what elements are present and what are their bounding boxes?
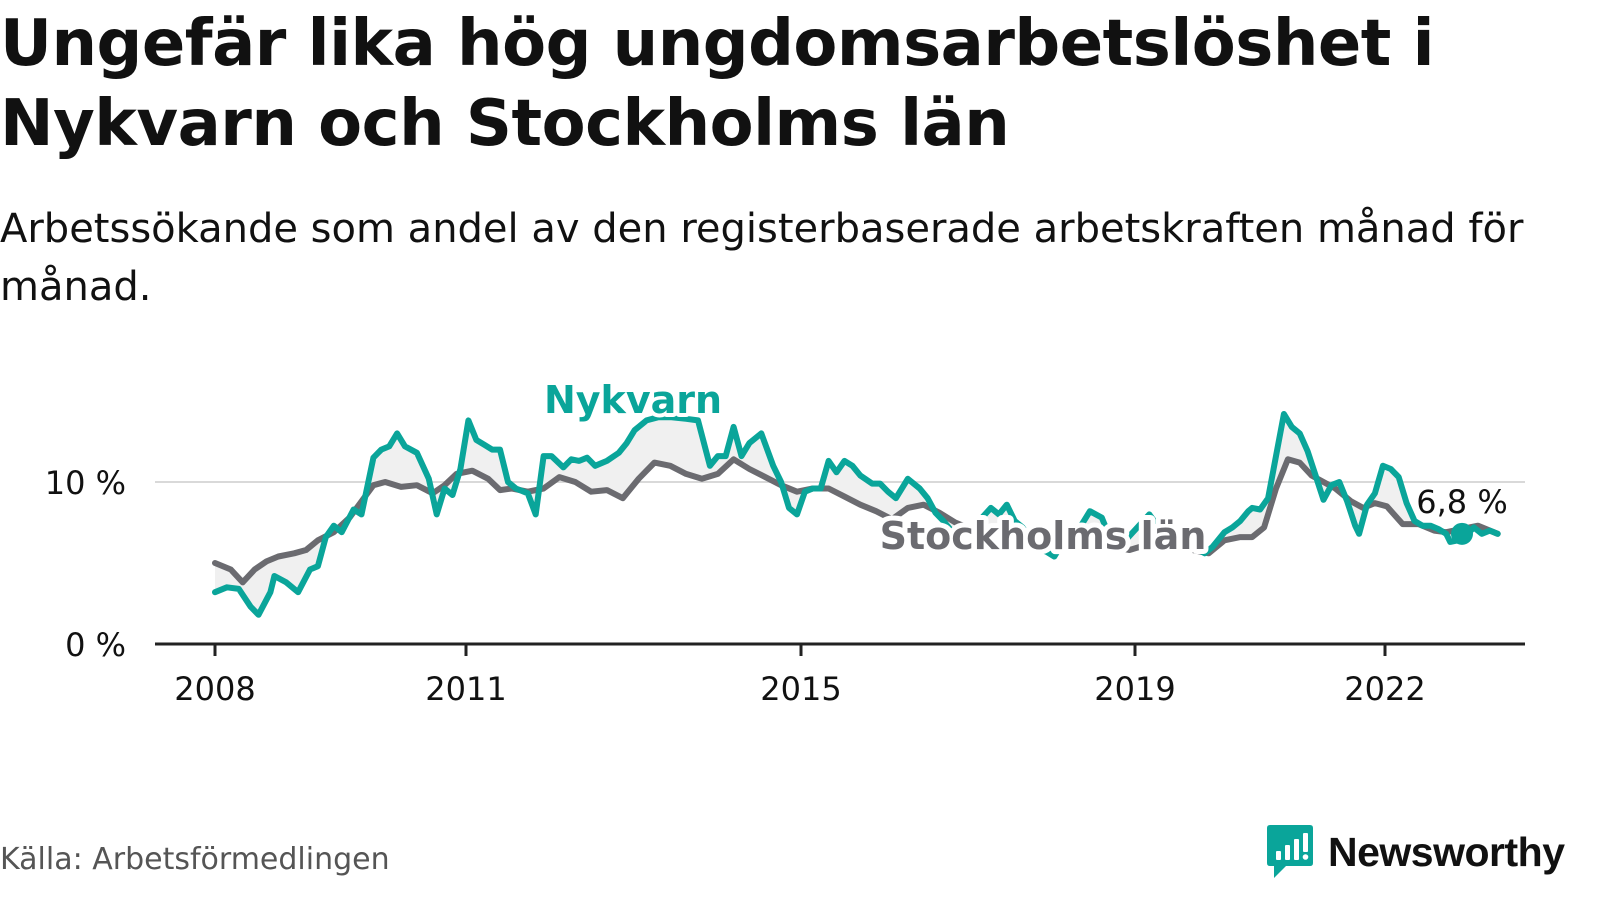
end-point-marker: [1451, 522, 1473, 545]
brand-name: Newsworthy: [1328, 828, 1565, 875]
x-tick-label: 2022: [1344, 670, 1425, 708]
newsworthy-brand[interactable]: Newsworthy: [1266, 822, 1565, 882]
x-tick-label: 2008: [174, 670, 255, 708]
newsworthy-logo-icon: [1267, 825, 1313, 878]
source-note: Källa: Arbetsförmedlingen: [0, 842, 390, 877]
end-value-label: 6,8 %: [1416, 483, 1507, 521]
series-label-nykvarn: Nykvarn: [544, 378, 722, 422]
chart-title: Ungefär lika hög ungdomsarbetslöshet i N…: [0, 7, 1435, 161]
x-tick-label: 2015: [760, 670, 841, 708]
chart-subtitle: Arbetssökande som andel av den registerb…: [0, 206, 1524, 310]
series-label-stockholms-lan: Stockholms län: [880, 514, 1207, 558]
series-lines: [212, 411, 1501, 618]
x-tick-label: 2019: [1094, 670, 1175, 708]
y-tick-label: 0 %: [65, 626, 126, 664]
series-labels: Nykvarn Stockholms län 6,8 %: [540, 374, 1512, 563]
x-tick-label: 2011: [425, 670, 506, 708]
series-line-stockholms-lan: [212, 456, 1501, 586]
y-tick-label: 10 %: [45, 464, 126, 502]
axes: 0 % 10 % 2008 2011 2015 2019 2022: [45, 464, 1525, 708]
series-line-nykvarn: [212, 411, 1501, 618]
